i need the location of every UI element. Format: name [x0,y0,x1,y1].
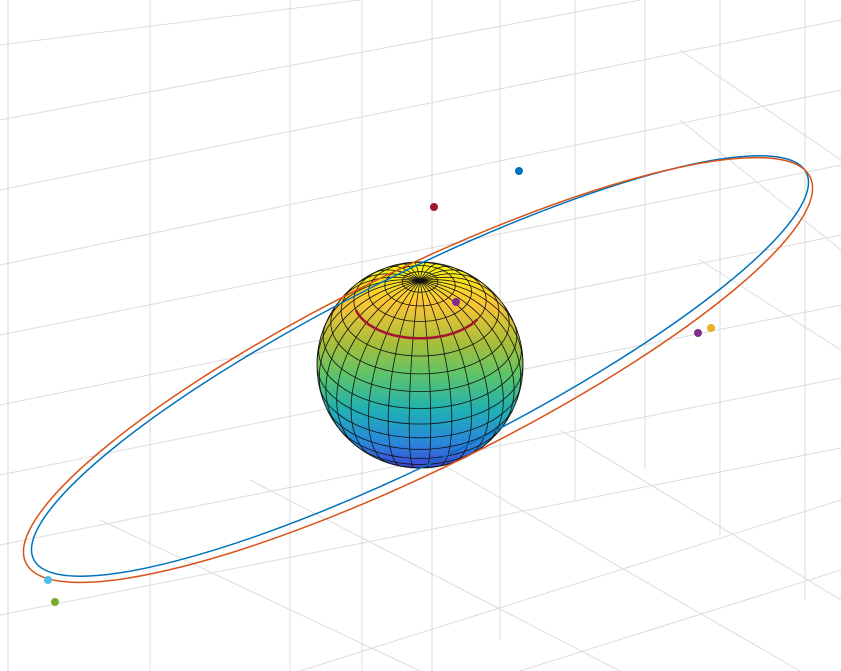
satellite-marker [452,298,460,306]
globe-longitude [419,279,517,328]
globe-longitude [401,263,421,281]
globe-latitude [326,409,514,450]
globe-latitude [317,364,523,425]
globe-longitude [389,265,421,281]
globe-longitude [408,280,421,468]
globe-latitude [338,427,502,459]
globe-longitude [419,280,515,429]
globe-longitude [419,280,472,464]
globe-longitude [419,280,504,446]
globe-longitude [368,280,421,464]
globe [316,261,524,469]
globe-longitude [387,280,421,467]
globe-longitude [419,262,427,281]
globe-latitude [503,305,510,323]
globe-longitude [317,280,421,361]
markers [44,167,715,606]
globe-longitude [340,276,421,300]
globe-latitude [340,286,500,357]
satellite-marker [694,329,702,337]
satellite-marker [44,576,52,584]
globe-latitude [330,305,510,375]
globe-longitude [419,273,483,284]
ground-track [354,309,479,340]
globe-longitude [419,280,453,467]
satellite-marker [515,167,523,175]
globe-longitude [419,276,500,300]
globe-longitude [419,280,523,366]
globe-longitude [419,280,522,399]
globe-longitude [336,280,421,446]
globe-longitude [350,280,421,457]
globe-longitude [325,280,421,429]
orbit-path [22,156,814,584]
orbits [22,155,814,584]
globe-longitude [323,279,421,328]
satellite-marker [51,598,59,606]
globe-longitude [419,280,490,457]
globe-longitude [357,273,421,284]
satellite-marker [707,324,715,332]
globe-longitude [419,263,439,281]
globe-latitude [319,387,521,439]
globe-latitude [486,286,500,311]
globe-latitude [318,346,522,409]
globe-longitude [419,265,451,281]
globe-longitude [419,269,467,281]
globe-longitude [419,280,432,468]
globe-longitude [318,280,421,399]
satellite-marker [430,203,438,211]
globe-longitude [413,262,421,281]
